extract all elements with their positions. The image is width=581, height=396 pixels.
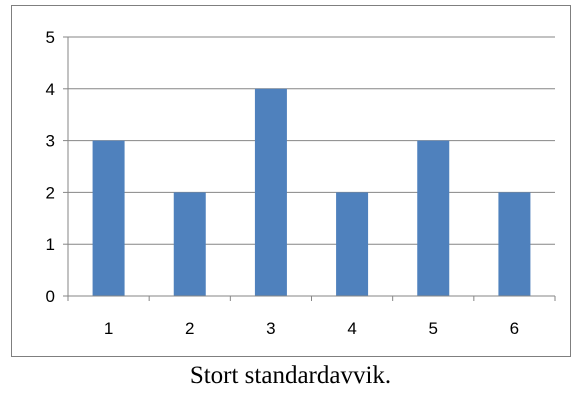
x-tick-label: 1: [104, 319, 113, 338]
bar-6: [498, 192, 531, 296]
y-tick-label: 0: [46, 287, 55, 306]
bar-2: [173, 192, 206, 296]
axes: [63, 36, 556, 301]
y-tick-label: 3: [46, 132, 55, 151]
x-tick-label: 5: [429, 319, 438, 338]
bar-4: [336, 192, 369, 296]
x-tick-labels: 1 2 3 4 5 6: [104, 319, 519, 338]
bar-chart: 0 1 2 3 4 5 1 2 3 4 5 6: [46, 28, 556, 338]
y-tick-label: 5: [46, 28, 55, 47]
chart-frame: 0 1 2 3 4 5 1 2 3 4 5 6: [11, 5, 571, 357]
x-tick-label: 2: [185, 319, 194, 338]
bar-1: [92, 140, 125, 296]
y-tick-label: 2: [46, 183, 55, 202]
bars: [92, 88, 531, 296]
gridlines: [68, 36, 555, 245]
x-tick-label: 6: [510, 319, 519, 338]
bar-3: [254, 88, 287, 296]
y-tick-label: 1: [46, 235, 55, 254]
y-tick-labels: 0 1 2 3 4 5: [46, 28, 55, 306]
y-tick-label: 4: [46, 80, 55, 99]
x-tick-label: 3: [266, 319, 275, 338]
x-tick-label: 4: [347, 319, 356, 338]
bar-5: [417, 140, 450, 296]
figure-caption: Stort standardavvik.: [189, 362, 392, 389]
